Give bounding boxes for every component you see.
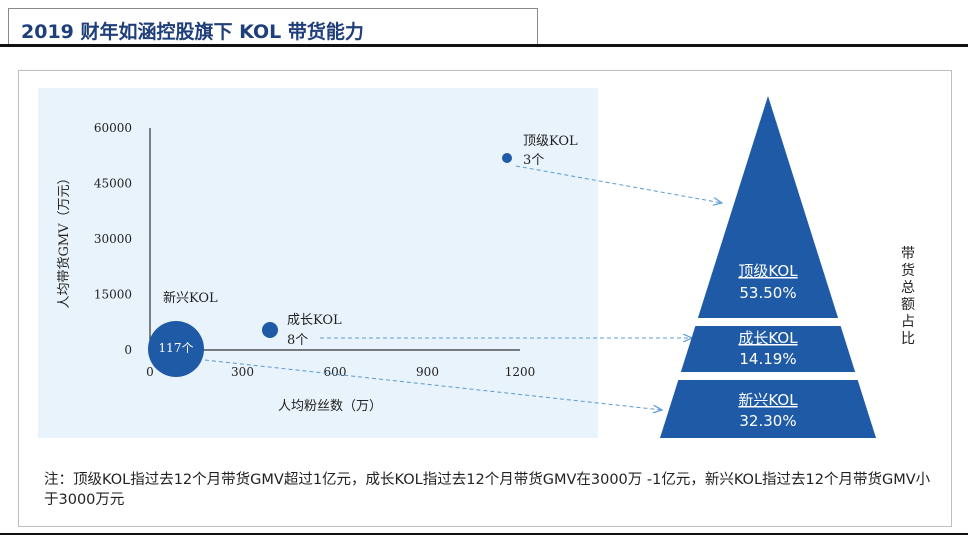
bottom-rule — [0, 533, 968, 535]
point-count-new: 117个 — [159, 341, 194, 355]
x-axis-title: 人均粉丝数（万） — [278, 399, 382, 414]
x-tick-label: 1200 — [505, 365, 536, 379]
x-tick-label: 0 — [146, 365, 154, 379]
footnote: 注：顶级KOL指过去12个月带货GMV超过1亿元，成长KOL指过去12个月带货G… — [44, 472, 931, 508]
y-tick-labels: 0 15000 30000 45000 60000 — [94, 121, 132, 357]
y-tick-label: 60000 — [94, 121, 132, 135]
x-tick-label: 600 — [324, 365, 347, 379]
pyramid-band-growth — [680, 326, 856, 372]
y-tick-label: 15000 — [94, 288, 132, 302]
x-tick-labels: 0 300 600 900 1200 — [146, 365, 535, 379]
title-box: 2019 财年如涵控股旗下 KOL 带货能力 — [8, 8, 538, 45]
y-tick-label: 45000 — [94, 177, 132, 191]
pyramid-category-label: 顶级KOL — [738, 262, 798, 280]
point-growth-kol — [262, 322, 278, 338]
scatter-points — [148, 153, 512, 377]
y-tick-label: 30000 — [94, 232, 132, 246]
point-top-kol — [502, 153, 512, 163]
y-tick-label: 0 — [124, 343, 132, 357]
pyramid-category-label: 成长KOL — [738, 329, 798, 347]
pyramid-value-label: 53.50% — [739, 284, 796, 302]
scatter-panel — [38, 88, 598, 438]
point-label-new: 新兴KOL — [163, 290, 218, 306]
pyramid-band-new — [660, 380, 876, 438]
point-count-growth: 8个 — [287, 333, 308, 348]
point-label-top: 顶级KOL — [523, 134, 578, 149]
page-title: 2019 财年如涵控股旗下 KOL 带货能力 — [21, 21, 364, 43]
top-rule — [0, 44, 968, 47]
pyramid-chart: 顶级KOL 53.50% 成长KOL 14.19% 新兴KOL 32.30% — [660, 96, 876, 438]
point-count-top: 3个 — [523, 153, 544, 168]
arrow-top — [515, 165, 722, 203]
x-tick-label: 300 — [231, 365, 254, 379]
point-new-kol — [148, 321, 204, 377]
pyramid-value-label: 32.30% — [739, 412, 796, 430]
x-tick-label: 900 — [416, 365, 439, 379]
pyramid-value-label: 14.19% — [739, 350, 796, 368]
pyramid-band-top — [697, 96, 839, 318]
point-label-growth: 成长KOL — [287, 313, 342, 328]
pyramid-category-label: 新兴KOL — [738, 391, 798, 409]
share-label: 带货总额占比 — [901, 246, 915, 347]
y-axis-title: 人均带货GMV（万元） — [56, 171, 72, 308]
